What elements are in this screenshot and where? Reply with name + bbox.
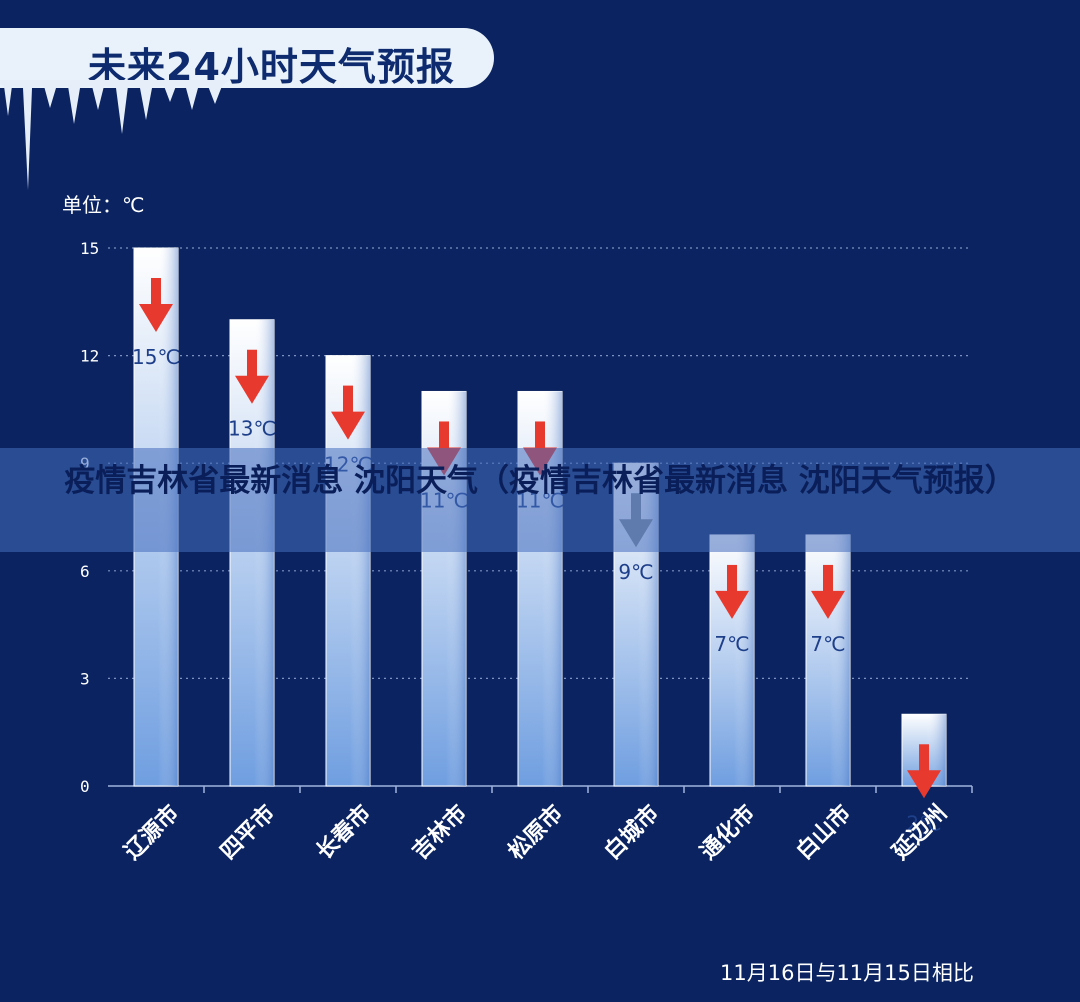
- category-label: 辽源市: [119, 800, 184, 865]
- category-label: 白山市: [791, 800, 856, 865]
- category-label: 白城市: [599, 800, 664, 865]
- data-label: 7℃: [714, 632, 749, 656]
- y-tick-label: 3: [80, 669, 90, 688]
- down-arrow-icon: [331, 385, 365, 440]
- data-label: 9℃: [618, 560, 653, 584]
- down-arrow-icon: [235, 349, 269, 404]
- data-label: 13℃: [228, 417, 276, 441]
- category-label: 吉林市: [407, 800, 472, 865]
- category-label: 松原市: [503, 800, 568, 865]
- data-label: 7℃: [810, 632, 845, 656]
- data-label: 15℃: [132, 345, 180, 369]
- down-arrow-icon: [715, 564, 749, 619]
- down-arrow-icon: [907, 744, 941, 799]
- overlay-banner-text: 疫情吉林省最新消息 沈阳天气（疫情吉林省最新消息 沈阳天气预报）: [64, 463, 1016, 499]
- y-tick-label: 0: [80, 777, 90, 796]
- down-arrow-icon: [139, 278, 173, 332]
- comparison-note: 11月16日与11月15日相比: [720, 961, 974, 985]
- category-label: 四平市: [215, 800, 280, 865]
- y-tick-label: 15: [80, 239, 99, 258]
- title-card: [0, 28, 494, 88]
- down-arrow-icon: [811, 564, 845, 619]
- unit-label: 单位：℃: [62, 193, 145, 217]
- overlay-banner: [0, 448, 1080, 552]
- category-label: 长春市: [311, 800, 376, 865]
- data-label: 2℃: [906, 811, 941, 835]
- y-tick-label: 12: [80, 347, 99, 366]
- category-label: 通化市: [695, 800, 760, 865]
- y-tick-label: 6: [80, 562, 90, 581]
